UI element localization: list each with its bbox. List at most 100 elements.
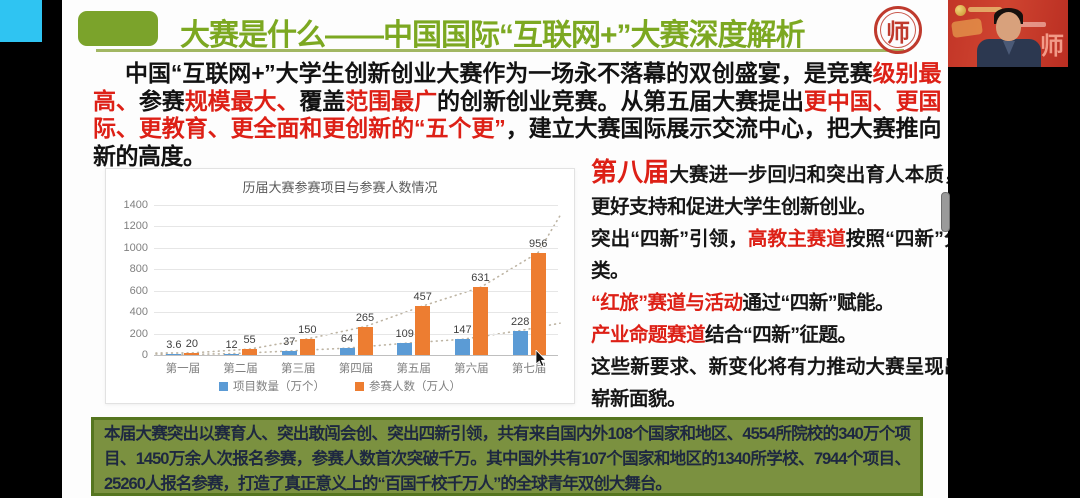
x-axis-category-label: 第六届 [454, 363, 489, 375]
gridline [154, 333, 558, 335]
y-axis-tick-label: 1200 [123, 220, 148, 233]
chart-legend: 项目数量（万个） 参赛人数（万人） [106, 378, 574, 394]
bar-value-label: 457 [413, 291, 432, 304]
text-run: 高教主赛道 [747, 228, 847, 250]
backdrop-calligraphy [951, 17, 983, 39]
y-axis-tick-label: 400 [129, 306, 148, 319]
chart-title: 历届大赛参赛项目与参赛人数情况 [242, 180, 438, 195]
text-run: 产业命题赛道 [591, 324, 706, 346]
y-axis-tick-label: 0 [141, 349, 148, 361]
bar-value-label: 147 [453, 324, 472, 337]
chart-bar [357, 326, 373, 355]
chart-bar [512, 330, 528, 355]
x-axis-category-label: 第五届 [396, 363, 431, 375]
presenter-video[interactable]: 师 [948, 0, 1068, 67]
gridline [154, 312, 558, 314]
legend-item: 参赛人数（万人） [355, 378, 461, 394]
chart-bar [339, 348, 355, 355]
x-axis-category-label: 第四届 [338, 363, 374, 375]
backdrop-character: 师 [1040, 34, 1064, 60]
y-axis-tick-label: 1400 [123, 199, 148, 211]
right-panel-paragraph: 这些新要求、新变化将有力推动大赛呈现出崭新面貌。 [591, 351, 948, 415]
gridline [154, 290, 558, 292]
gridline [154, 269, 558, 271]
y-axis-tick-label: 1000 [123, 241, 148, 254]
left-sidebar-panel [0, 0, 62, 498]
text-run: 级别最高、 [93, 60, 942, 114]
x-axis-line [154, 355, 558, 356]
chart-bar [397, 343, 413, 355]
mouse-cursor-icon [535, 350, 547, 368]
text-run: 覆盖 [299, 87, 346, 114]
bar-value-label: 64 [340, 333, 354, 346]
backdrop-small-text [1006, 22, 1046, 27]
slide-title: 大赛是什么——中国国际“互联网+”大赛深度解析 [180, 19, 806, 52]
chart-bar [454, 339, 470, 355]
intro-paragraph: 中国“互联网+”大学生创新创业大赛作为一场永不落幕的双创盛宴，是竞赛级别最高、参… [93, 60, 942, 170]
text-run: 中国“互联网+”大学生创新创业大赛作为一场永不落幕的双创盛宴，是竞赛 [125, 60, 873, 86]
right-video-panel: 师 [948, 0, 1080, 498]
backdrop-logo-icon [955, 5, 966, 16]
text-run: 的创新创业竞赛。从第五届大赛提出 [437, 87, 804, 114]
bar-value-label: 956 [528, 237, 548, 250]
text-run: 参赛 [138, 87, 185, 114]
chart: 历届大赛参赛项目与参赛人数情况 项目数量（万个） 参赛人数（万人） 0 200 400… [105, 168, 575, 404]
y-axis-tick-label: 600 [129, 284, 148, 297]
x-axis-category-label: 第七届 [511, 363, 547, 375]
text-run: 结合“四新”征题。 [705, 324, 857, 346]
bar-value-label: 150 [298, 323, 317, 336]
bar-value-label: 20 [185, 337, 198, 350]
chart-bar [166, 353, 182, 355]
x-axis-category-label: 第三届 [281, 363, 316, 375]
text-run: 通过“四新”赋能。 [742, 292, 895, 314]
bar-value-label: 55 [243, 334, 256, 347]
y-axis-tick-label: 200 [129, 327, 148, 340]
gridline [154, 226, 558, 228]
text-run: 更中国、更国际、更教育、更全面和更创新的“五个更” [93, 87, 942, 142]
title-underline [96, 49, 904, 52]
x-axis-category-label: 第一届 [165, 363, 201, 375]
text-run: 规模最大、 [184, 87, 300, 114]
right-panel-paragraph: “红旅”赛道与活动通过“四新”赋能。 [591, 287, 948, 319]
legend-swatch [355, 381, 364, 391]
summary-box: 本届大赛突出以赛育人、突出敢闯会创、突出四新引领，共有来自国内外108个国家和地… [91, 417, 923, 496]
seal-character: 师 [880, 12, 916, 48]
text-run: 大赛进一步回归和突出育人本质，更好支持和促进大学生创新创业。 [591, 164, 948, 218]
presentation-slide: 大赛是什么——中国国际“互联网+”大赛深度解析 师 中国“互联网+”大学生创新创… [62, 0, 948, 498]
chart-bar [242, 349, 258, 355]
panel-collapse-handle[interactable] [941, 192, 950, 232]
bar-value-label: 228 [510, 315, 530, 328]
text-run: 这些新要求、新变化将有力推动大赛呈现出崭新面貌。 [591, 356, 948, 410]
gridline [154, 247, 558, 249]
chart-bar [281, 351, 297, 355]
bar-value-label: 265 [355, 311, 375, 324]
presenter-face [996, 12, 1021, 41]
gridline [154, 205, 558, 206]
x-axis-category-label: 第二届 [223, 363, 258, 375]
bar-value-label: 12 [225, 338, 238, 351]
bar-value-label: 631 [471, 272, 490, 285]
text-run: 第八届 [591, 157, 670, 187]
chart-bar [530, 252, 546, 355]
title-bullet-shape [78, 11, 158, 46]
bar-value-label: 37 [283, 336, 296, 349]
text-run: 范围最广 [345, 87, 438, 114]
right-text-panel: 第八届大赛进一步回归和突出育人本质，更好支持和促进大学生创新创业。 突出“四新”引… [591, 156, 948, 415]
legend-label: 参赛人数（万人） [369, 381, 461, 393]
chart-bar [472, 287, 488, 355]
right-panel-paragraph: 第八届大赛进一步回归和突出育人本质，更好支持和促进大学生创新创业。 [591, 156, 948, 223]
y-axis-tick-label: 800 [129, 263, 148, 276]
right-panel-paragraph: 突出“四新”引领，高教主赛道按照“四新”分类。 [591, 223, 948, 287]
text-run: “红旅”赛道与活动 [591, 292, 743, 314]
participant-tile[interactable] [0, 0, 42, 42]
chart-bar [224, 353, 240, 355]
chart-bar [184, 352, 200, 355]
legend-label: 项目数量（万个） [233, 381, 325, 393]
text-run: 按照“四新”分类。 [591, 228, 948, 282]
text-run: ，建立大赛国际展示交流中心，把大赛推向新的高度。 [93, 115, 942, 169]
school-seal-icon: 师 [874, 6, 922, 54]
legend-swatch [219, 381, 228, 391]
bar-value-label: 3.6 [166, 338, 182, 351]
right-panel-paragraph: 产业命题赛道结合“四新”征题。 [591, 319, 948, 351]
